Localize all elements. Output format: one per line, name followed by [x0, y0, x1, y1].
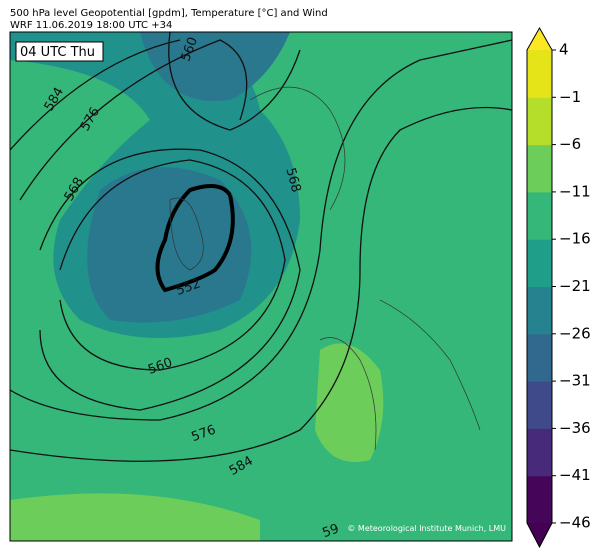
map: 584 576 568 560 552 560 568 576 584 59 ©…	[9, 31, 513, 542]
map-frame	[9, 31, 513, 542]
colorbar: 4 −1 −6 −11 −16 −21 −26 −31 −36 −41 −46	[526, 26, 591, 549]
colorbar-band	[527, 381, 552, 429]
colorbar-tick-label: −6	[559, 135, 581, 153]
time-box	[15, 41, 104, 62]
colorbar-band	[527, 475, 552, 524]
subtitle: WRF 11.06.2019 18:00 UTC +34	[10, 20, 172, 31]
contour-label: 59	[320, 521, 341, 541]
colorbar-tick-label: −21	[559, 277, 591, 295]
colorbar-band	[527, 286, 552, 335]
colorbar-band	[527, 144, 552, 193]
colorbar-tick-label: −41	[559, 466, 591, 484]
colorbar-tick-label: −31	[559, 372, 591, 390]
colorbar-tick-label: −26	[559, 324, 591, 342]
contour-label: 568	[282, 166, 303, 194]
colorbar-tick-label: −11	[559, 182, 591, 200]
colorbar-over	[527, 28, 552, 50]
colorbar-band	[527, 428, 552, 477]
colorbar-tick-label: 4	[559, 41, 569, 59]
colorbar-band	[527, 97, 552, 146]
colorbar-band	[527, 50, 552, 98]
warm-area	[10, 493, 260, 541]
warm-area	[315, 343, 384, 462]
colorbar-tick-label: −36	[559, 419, 591, 437]
credit: © Meteorological Institute Munich, LMU	[347, 524, 506, 533]
colorbar-tick-label: −46	[559, 514, 591, 532]
title: 500 hPa level Geopotential [gpdm], Tempe…	[10, 8, 328, 19]
colorbar-band	[527, 239, 552, 287]
colorbar-band	[527, 191, 552, 240]
colorbar-under	[527, 523, 552, 547]
colorbar-tick-label: −16	[559, 230, 591, 248]
contours	[10, 32, 512, 462]
colorbar-tick-label: −1	[559, 88, 581, 106]
colorbar-band	[527, 333, 552, 382]
time-label: 04 UTC Thu	[20, 45, 95, 60]
contour-552	[155, 184, 235, 293]
cold-core	[87, 167, 252, 323]
coastlines	[169, 86, 481, 451]
cold-core	[140, 32, 290, 102]
